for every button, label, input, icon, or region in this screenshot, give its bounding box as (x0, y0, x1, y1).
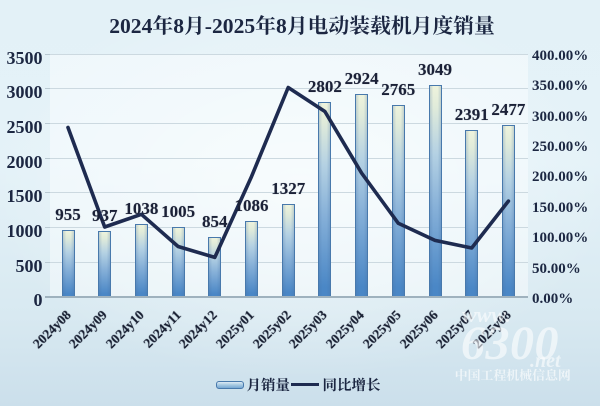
svg-text:8: 8 (173, 14, 184, 38)
svg-text:2024: 2024 (109, 14, 152, 38)
svg-text:-: - (205, 14, 212, 38)
svg-text:2025: 2025 (212, 14, 255, 38)
svg-text:8: 8 (276, 14, 287, 38)
